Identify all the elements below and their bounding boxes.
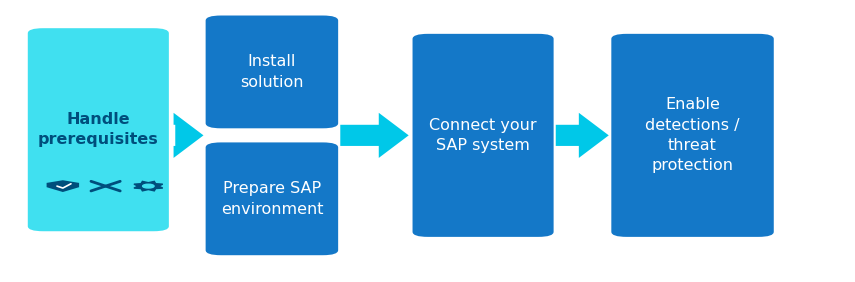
Text: Connect your
SAP system: Connect your SAP system bbox=[429, 118, 537, 153]
FancyBboxPatch shape bbox=[27, 28, 169, 231]
Text: Enable
detections /
threat
protection: Enable detections / threat protection bbox=[646, 97, 740, 173]
Polygon shape bbox=[134, 181, 162, 191]
FancyBboxPatch shape bbox=[611, 34, 774, 237]
Polygon shape bbox=[174, 113, 203, 158]
Polygon shape bbox=[46, 180, 79, 192]
Text: Install
solution: Install solution bbox=[240, 54, 304, 90]
Text: Prepare SAP
environment: Prepare SAP environment bbox=[221, 181, 323, 217]
Polygon shape bbox=[556, 113, 609, 158]
FancyBboxPatch shape bbox=[205, 16, 338, 128]
Text: Handle
prerequisites: Handle prerequisites bbox=[38, 112, 159, 147]
FancyBboxPatch shape bbox=[205, 142, 338, 255]
FancyBboxPatch shape bbox=[412, 34, 554, 237]
Circle shape bbox=[143, 184, 154, 188]
Polygon shape bbox=[340, 113, 409, 158]
